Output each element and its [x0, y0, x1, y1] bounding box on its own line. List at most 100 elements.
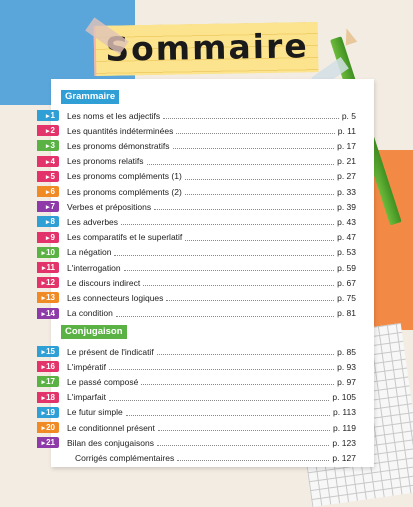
chapter-number-badge: 21 — [37, 437, 59, 449]
chapter-number-badge: 20 — [37, 422, 59, 433]
toc-entry-label: Bilan des conjugaisons — [67, 437, 154, 448]
chapter-number-badge: 17 — [37, 376, 59, 388]
chapter-number-badge: 8 — [37, 216, 59, 228]
toc-entry[interactable]: 12 Le discours indirect p. 67 — [37, 275, 356, 290]
toc-entry-page: p. 119 — [332, 422, 356, 433]
toc-entry-page: p. 105 — [332, 392, 356, 403]
leader-dots — [156, 353, 335, 355]
toc-entry-label: L'impératif — [67, 361, 106, 372]
chapter-number-badge: 3 — [37, 140, 59, 152]
toc-entry[interactable]: 18 L'imparfait p. 105 — [37, 390, 356, 405]
leader-dots — [184, 178, 335, 180]
toc-entry[interactable]: 5 Les pronoms compléments (1) p. 27 — [37, 169, 356, 184]
leader-dots — [108, 368, 335, 371]
toc-entry-label: Les noms et les adjectifs — [67, 110, 161, 121]
toc-entry[interactable]: 4 Les pronoms relatifs p. 21 — [37, 154, 356, 169]
leader-dots — [163, 117, 339, 119]
chapter-number-badge: 16 — [37, 361, 59, 373]
leader-dots — [141, 383, 335, 386]
toc-entry-page: p. 47 — [337, 232, 356, 243]
toc-entry-page: p. 97 — [337, 376, 356, 387]
toc-entry-page: p. 59 — [337, 262, 356, 273]
section-heading-conjugaison: Conjugaison — [61, 325, 127, 339]
toc-entry[interactable]: 11 L'interrogation p. 59 — [37, 260, 356, 275]
toc-entry[interactable]: 21 Bilan des conjugaisons p. 123 — [37, 435, 356, 450]
toc-entry-page: p. 39 — [337, 201, 356, 212]
toc-entry-label: Les pronoms compléments (2) — [67, 186, 182, 197]
page-title: Sommaire — [104, 26, 310, 69]
toc-entry[interactable]: 2 Les quantités indéterminées p. 11 — [37, 123, 356, 138]
toc-entry-label: Les pronoms relatifs — [67, 156, 144, 167]
toc-entry-label: Le présent de l'indicatif — [67, 346, 154, 357]
chapter-number-badge: 10 — [37, 246, 59, 258]
toc-entry[interactable]: 1 Les noms et les adjectifs p. 5 — [37, 108, 356, 123]
toc-entry-corriges[interactable]: Corrigés complémentaires p. 127 — [67, 450, 356, 465]
leader-dots — [114, 254, 335, 256]
toc-entry-label: Le discours indirect — [67, 277, 141, 288]
leader-dots — [125, 414, 330, 416]
chapter-number-badge: 4 — [37, 155, 59, 167]
toc-entry-label: Le conditionnel présent — [67, 422, 155, 433]
toc-entry-label: Les adverbes — [67, 216, 119, 227]
toc-entry-page: p. 127 — [332, 452, 356, 463]
leader-dots — [121, 223, 335, 226]
toc-entry[interactable]: 16 L'impératif p. 93 — [37, 359, 356, 374]
chapter-number-badge: 2 — [37, 125, 59, 137]
leader-dots — [185, 239, 335, 241]
leader-dots — [157, 429, 330, 431]
leader-dots — [166, 299, 335, 302]
toc-entry-page: p. 43 — [337, 216, 356, 227]
chapter-number-badge: 18 — [37, 391, 59, 403]
toc-entry-page: p. 27 — [337, 171, 356, 182]
chapter-number-badge: 13 — [37, 292, 59, 304]
chapter-number-badge: 15 — [37, 346, 59, 357]
chapter-number-badge: 1 — [37, 110, 59, 121]
toc-entry-page: p. 123 — [332, 437, 356, 448]
toc-entry-label: Les connecteurs logiques — [67, 292, 164, 303]
chapter-number-badge: 5 — [37, 170, 59, 182]
toc-entry[interactable]: 19 Le futur simple p. 113 — [37, 405, 356, 420]
toc-entry[interactable]: 10 La négation p. 53 — [37, 245, 356, 260]
toc-entry[interactable]: 20 Le conditionnel présent p. 119 — [37, 420, 356, 435]
leader-dots — [123, 269, 335, 271]
toc-entry-label: Les quantités indéterminées — [67, 125, 174, 136]
leader-dots — [176, 132, 335, 135]
toc-entry-page: p. 81 — [337, 308, 356, 319]
toc-entry[interactable]: 7 Verbes et prépositions p. 39 — [37, 199, 356, 214]
leader-dots — [172, 147, 335, 150]
toc-entry-label: Verbes et prépositions — [67, 201, 152, 212]
toc-entry[interactable]: 13 Les connecteurs logiques p. 75 — [37, 290, 356, 305]
toc-entry-page: p. 67 — [337, 277, 356, 288]
toc-entry[interactable]: 8 Les adverbes p. 43 — [37, 214, 356, 229]
toc-entry-page: p. 93 — [337, 361, 356, 372]
leader-dots — [146, 163, 335, 165]
toc-entry[interactable]: 6 Les pronoms compléments (2) p. 33 — [37, 184, 356, 199]
toc-entry[interactable]: 9 Les comparatifs et le superlatif p. 47 — [37, 230, 356, 245]
toc-entry-page: p. 113 — [332, 407, 356, 418]
toc-entry[interactable]: 14 La condition p. 81 — [37, 306, 356, 321]
toc-entry[interactable]: 15 Le présent de l'indicatif p. 85 — [37, 344, 356, 359]
chapter-number-badge: 9 — [37, 231, 59, 243]
toc-entry-page: p. 75 — [337, 292, 356, 303]
toc-entry-label: Le passé composé — [67, 376, 139, 387]
toc-entry-label: Corrigés complémentaires — [75, 452, 175, 463]
toc-entry-label: Les pronoms compléments (1) — [67, 171, 182, 182]
toc-entry-label: L'imparfait — [67, 392, 106, 403]
toc-entry[interactable]: 17 Le passé composé p. 97 — [37, 374, 356, 389]
chapter-number-badge: 7 — [37, 201, 59, 213]
leader-dots — [156, 444, 330, 447]
leader-dots — [184, 193, 335, 195]
leader-dots — [108, 399, 330, 401]
toc-entry-page: p. 85 — [337, 346, 356, 357]
toc-entry-label: La condition — [67, 308, 113, 319]
toc-entry-page: p. 33 — [337, 186, 356, 197]
leader-dots — [143, 284, 335, 287]
toc-entry-page: p. 53 — [337, 247, 356, 258]
chapter-number-badge: 19 — [37, 406, 59, 418]
toc-entry-label: Le futur simple — [67, 407, 123, 418]
section-heading-grammaire: Grammaire — [61, 90, 120, 104]
toc-entry-page: p. 5 — [341, 110, 356, 121]
toc-entry[interactable]: 3 Les pronoms démonstratifs p. 17 — [37, 138, 356, 153]
toc-entry-page: p. 17 — [337, 140, 356, 151]
leader-dots — [154, 208, 335, 211]
